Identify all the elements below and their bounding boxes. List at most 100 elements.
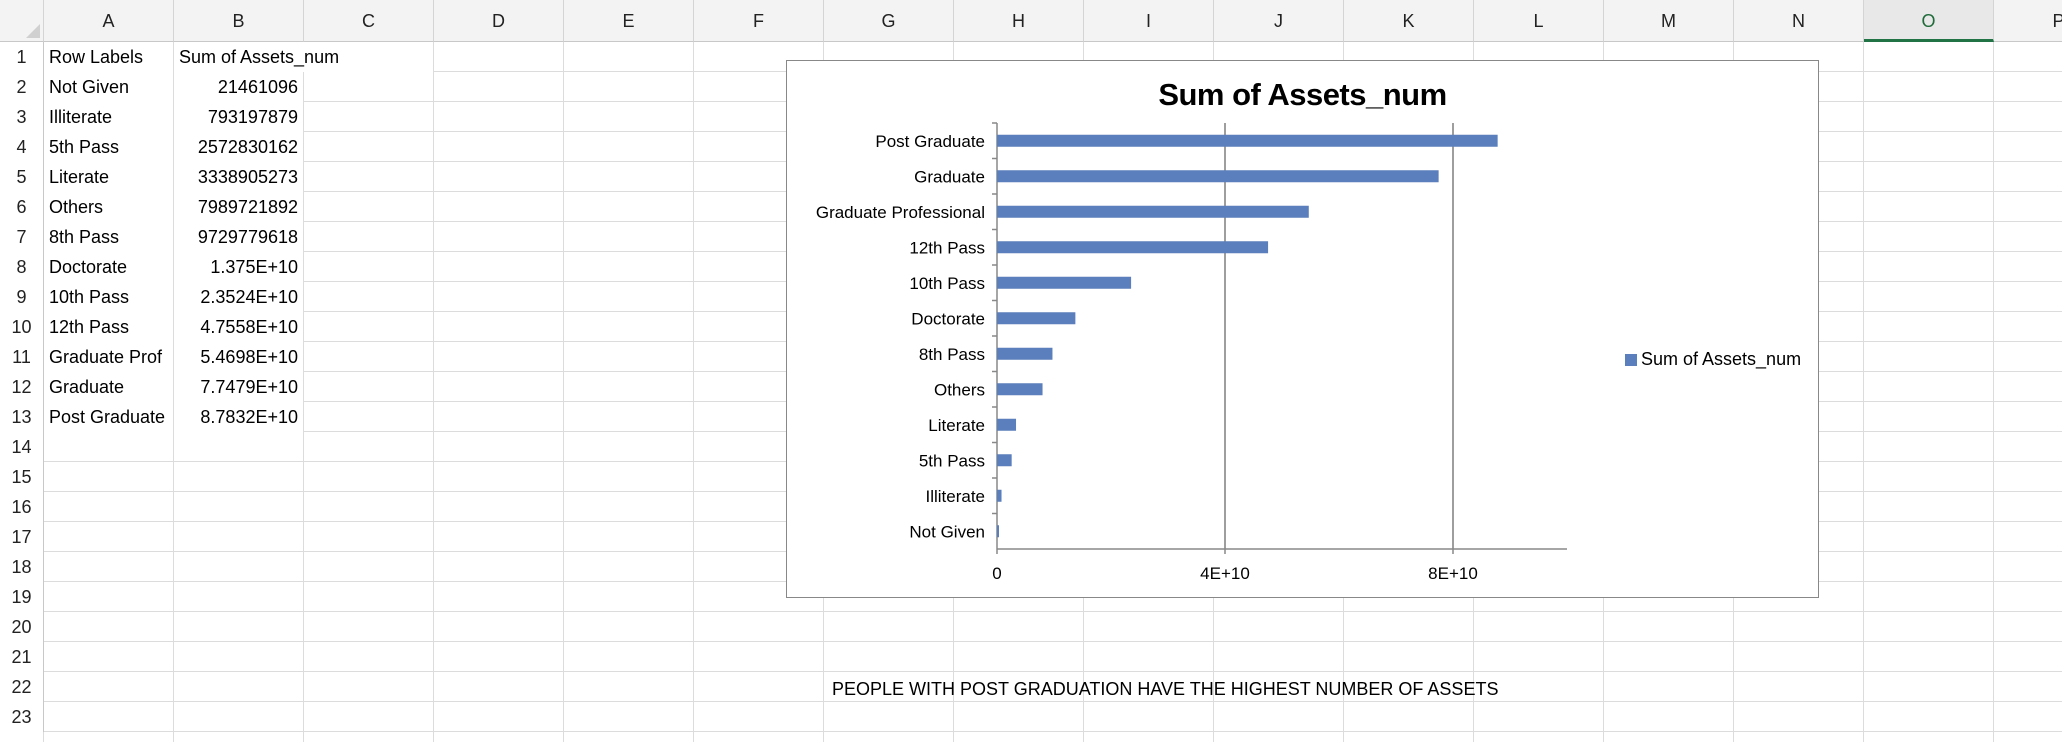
bar-graduate-professional bbox=[997, 205, 1309, 218]
bar-10th-pass bbox=[997, 276, 1132, 289]
column-header-h[interactable]: H bbox=[954, 0, 1084, 42]
bar-8th-pass bbox=[997, 347, 1053, 360]
pivot-row-value[interactable]: 3338905273 bbox=[174, 162, 303, 192]
pivot-row-label[interactable]: Post Graduate bbox=[44, 402, 173, 432]
pivot-row-value[interactable]: 7.7479E+10 bbox=[174, 372, 303, 402]
bar-5th-pass bbox=[997, 454, 1012, 467]
legend-label: Sum of Assets_num bbox=[1641, 349, 1802, 369]
x-tick-label: 4E+10 bbox=[1200, 564, 1250, 583]
bar-literate bbox=[997, 418, 1017, 431]
pivot-header-sum-of-assets[interactable]: Sum of Assets_num bbox=[174, 42, 433, 72]
column-header-j[interactable]: J bbox=[1214, 0, 1344, 42]
row-header-3[interactable]: 3 bbox=[0, 102, 44, 132]
pivot-row-label[interactable]: Literate bbox=[44, 162, 173, 192]
row-header-16[interactable]: 16 bbox=[0, 492, 44, 522]
row-header-7[interactable]: 7 bbox=[0, 222, 44, 252]
row-header-19[interactable]: 19 bbox=[0, 582, 44, 612]
pivot-row-value[interactable]: 4.7558E+10 bbox=[174, 312, 303, 342]
column-header-b[interactable]: B bbox=[174, 0, 304, 42]
pivot-row-label[interactable]: Others bbox=[44, 192, 173, 222]
select-all-corner[interactable] bbox=[0, 0, 44, 42]
y-tick-label: Graduate bbox=[914, 167, 985, 186]
pivot-row-label[interactable]: 10th Pass bbox=[44, 282, 173, 312]
chart-plot-area: Post Graduate Graduate Graduate Profession… bbox=[816, 122, 1567, 583]
bar-chart[interactable]: Sum of Assets_num Post Graduate Graduate G… bbox=[786, 60, 1819, 598]
pivot-row-label[interactable]: 5th Pass bbox=[44, 132, 173, 162]
row-header-5[interactable]: 5 bbox=[0, 162, 44, 192]
bar-doctorate bbox=[997, 312, 1076, 325]
pivot-row-label[interactable]: 12th Pass bbox=[44, 312, 173, 342]
pivot-row-value[interactable]: 21461096 bbox=[174, 72, 303, 102]
row-header-22[interactable]: 22 bbox=[0, 672, 44, 702]
row-header-21[interactable]: 21 bbox=[0, 642, 44, 672]
pivot-row-label[interactable]: Doctorate bbox=[44, 252, 173, 282]
pivot-row-value[interactable]: 8.7832E+10 bbox=[174, 402, 303, 432]
column-header-a[interactable]: A bbox=[44, 0, 174, 42]
row-header-8[interactable]: 8 bbox=[0, 252, 44, 282]
x-tick-label: 8E+10 bbox=[1428, 564, 1478, 583]
row-header-14[interactable]: 14 bbox=[0, 432, 44, 462]
pivot-row-value[interactable]: 5.4698E+10 bbox=[174, 342, 303, 372]
row-header-15[interactable]: 15 bbox=[0, 462, 44, 492]
pivot-row-label[interactable]: Graduate bbox=[44, 372, 173, 402]
row-header-13[interactable]: 13 bbox=[0, 402, 44, 432]
row-header-20[interactable]: 20 bbox=[0, 612, 44, 642]
column-header-p[interactable]: P bbox=[1994, 0, 2062, 42]
row-header-1[interactable]: 1 bbox=[0, 42, 44, 72]
row-header-10[interactable]: 10 bbox=[0, 312, 44, 342]
y-tick-label: Others bbox=[934, 380, 985, 399]
legend-swatch bbox=[1625, 353, 1637, 366]
column-header-i[interactable]: I bbox=[1084, 0, 1214, 42]
row-header-4[interactable]: 4 bbox=[0, 132, 44, 162]
y-tick-label: Literate bbox=[928, 416, 985, 435]
y-tick-label: Doctorate bbox=[911, 309, 985, 328]
chart-legend: Sum of Assets_num bbox=[1625, 349, 1801, 370]
row-header-12[interactable]: 12 bbox=[0, 372, 44, 402]
column-header-f[interactable]: F bbox=[694, 0, 824, 42]
conclusion-note[interactable]: PEOPLE WITH POST GRADUATION HAVE THE HIG… bbox=[832, 679, 1499, 699]
row-header-17[interactable]: 17 bbox=[0, 522, 44, 552]
bar-12th-pass bbox=[997, 241, 1269, 254]
column-header-m[interactable]: M bbox=[1604, 0, 1734, 42]
y-tick-label: Not Given bbox=[909, 522, 985, 541]
pivot-row-label[interactable]: Not Given bbox=[44, 72, 173, 102]
bar-post-graduate bbox=[997, 134, 1498, 147]
column-header-d[interactable]: D bbox=[434, 0, 564, 42]
pivot-row-value[interactable]: 1.375E+10 bbox=[174, 252, 303, 282]
chart-title: Sum of Assets_num bbox=[1158, 77, 1447, 112]
column-header-e[interactable]: E bbox=[564, 0, 694, 42]
column-header-k[interactable]: K bbox=[1344, 0, 1474, 42]
row-header-6[interactable]: 6 bbox=[0, 192, 44, 222]
pivot-header-row-labels[interactable]: Row Labels bbox=[44, 42, 173, 72]
y-tick-label: Illiterate bbox=[925, 487, 985, 506]
pivot-row-label[interactable]: Graduate Prof bbox=[44, 342, 173, 372]
row-header-23[interactable]: 23 bbox=[0, 702, 44, 732]
row-header-2[interactable]: 2 bbox=[0, 72, 44, 102]
row-header-9[interactable]: 9 bbox=[0, 282, 44, 312]
bar-not-given bbox=[997, 525, 999, 538]
row-header-18[interactable]: 18 bbox=[0, 552, 44, 582]
pivot-row-value[interactable]: 793197879 bbox=[174, 102, 303, 132]
row-header-11[interactable]: 11 bbox=[0, 342, 44, 372]
column-header-c[interactable]: C bbox=[304, 0, 434, 42]
column-header-l[interactable]: L bbox=[1474, 0, 1604, 42]
pivot-row-label[interactable]: Illiterate bbox=[44, 102, 173, 132]
pivot-row-value[interactable]: 7989721892 bbox=[174, 192, 303, 222]
pivot-row-value[interactable]: 2572830162 bbox=[174, 132, 303, 162]
y-tick-label: 8th Pass bbox=[919, 345, 985, 364]
column-header-g[interactable]: G bbox=[824, 0, 954, 42]
x-tick-label: 0 bbox=[992, 564, 1001, 583]
column-header-o[interactable]: O bbox=[1864, 0, 1994, 42]
column-header-n[interactable]: N bbox=[1734, 0, 1864, 42]
bar-illiterate bbox=[997, 489, 1002, 502]
bar-graduate bbox=[997, 170, 1439, 183]
pivot-row-value[interactable]: 2.3524E+10 bbox=[174, 282, 303, 312]
y-tick-label: Post Graduate bbox=[875, 132, 985, 151]
y-tick-label: 10th Pass bbox=[909, 274, 985, 293]
y-tick-label: 12th Pass bbox=[909, 238, 985, 257]
pivot-row-value[interactable]: 9729779618 bbox=[174, 222, 303, 252]
bar-others bbox=[997, 383, 1043, 396]
pivot-row-label[interactable]: 8th Pass bbox=[44, 222, 173, 252]
y-tick-label: 5th Pass bbox=[919, 451, 985, 470]
